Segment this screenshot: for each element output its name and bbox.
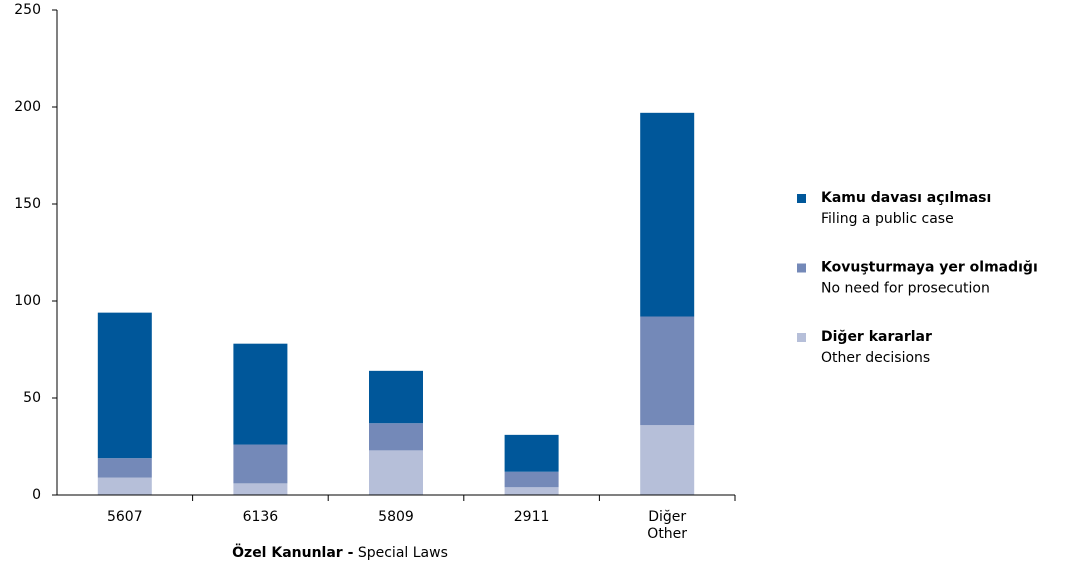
bar-segment (369, 423, 423, 451)
x-tick-label: 2911 (513, 509, 550, 525)
bar-segment (369, 450, 423, 495)
legend-name: Diğer kararlar (821, 329, 932, 345)
legend-swatch (797, 263, 806, 273)
y-tick-label: 200 (14, 99, 41, 115)
legend-name: Kamu davası açılması (821, 190, 991, 206)
x-tick-label: 5809 (378, 509, 414, 525)
legend-swatch (797, 194, 806, 203)
x-tick-label: Diğer Other (647, 509, 688, 542)
bar-segment (97, 477, 152, 495)
bar-segment (504, 487, 559, 495)
bar-segment (504, 434, 559, 472)
bar-segment (504, 471, 559, 488)
bar-segment (233, 483, 288, 495)
x-tick-label: 5607 (106, 509, 143, 525)
bar-segment (640, 112, 695, 317)
bar-segment (640, 316, 695, 426)
y-tick-label: 150 (14, 196, 41, 212)
y-tick-label: 0 (32, 487, 41, 503)
legend-translation: No need for prosecution (821, 281, 990, 297)
bar-segment (233, 343, 288, 445)
x-tick-label: 6136 (242, 509, 279, 525)
legend-swatch (797, 333, 806, 342)
legend-name: Kovuşturmaya yer olmadığı (821, 260, 1038, 276)
bar-segment (233, 444, 288, 484)
legend-translation: Other decisions (821, 350, 930, 366)
bar-segment (369, 370, 423, 424)
bar-segment (97, 312, 152, 459)
bar-segment (640, 425, 695, 495)
y-tick-label: 250 (14, 2, 41, 18)
y-tick-label: 50 (23, 390, 41, 406)
bar-segment (97, 458, 152, 478)
x-label-plain: Special Laws (358, 545, 448, 561)
x-label-bold: Özel Kanunlar - (232, 543, 353, 561)
y-tick-label: 100 (14, 293, 41, 309)
x-axis-label: Özel Kanunlar - Special Laws (232, 543, 448, 561)
legend-translation: Filing a public case (821, 211, 954, 227)
